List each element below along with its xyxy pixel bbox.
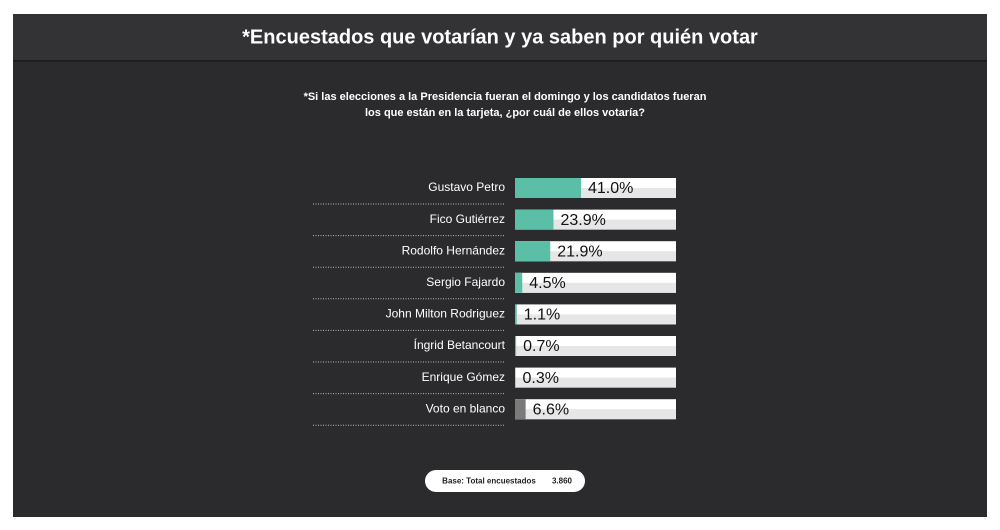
bar-track-shade bbox=[515, 346, 676, 356]
bar bbox=[515, 178, 582, 198]
category-label: Íngrid Betancourt bbox=[414, 337, 506, 352]
value-label: 0.3% bbox=[522, 370, 558, 387]
bar-track-shade bbox=[515, 282, 676, 293]
value-label: 6.6% bbox=[533, 401, 569, 418]
base-pill bbox=[425, 470, 585, 492]
title-bar bbox=[13, 14, 987, 61]
value-label: 21.9% bbox=[557, 243, 602, 260]
bar-track-shade bbox=[515, 377, 676, 388]
value-label: 23.9% bbox=[560, 212, 605, 229]
category-label: Sergio Fajardo bbox=[426, 275, 505, 289]
bar bbox=[515, 399, 526, 420]
category-label: Gustavo Petro bbox=[428, 180, 505, 194]
category-label: Enrique Gómez bbox=[422, 370, 505, 384]
bar bbox=[515, 272, 523, 293]
subtitle: los que están en la tarjeta, ¿por cuál d… bbox=[365, 107, 645, 119]
base-value: 3.860 bbox=[552, 477, 573, 486]
bar-track-shade bbox=[515, 251, 676, 262]
base-label: Base: Total encuestados bbox=[442, 477, 536, 486]
panel bbox=[13, 14, 987, 517]
bar bbox=[515, 241, 551, 262]
subtitle: *Si las elecciones a la Presidencia fuer… bbox=[304, 91, 707, 103]
bar bbox=[515, 209, 554, 230]
bar bbox=[515, 336, 517, 356]
bar bbox=[515, 304, 517, 325]
value-label: 4.5% bbox=[529, 275, 565, 292]
value-label: 0.7% bbox=[523, 338, 559, 355]
bar-track-shade bbox=[515, 314, 676, 325]
category-label: Fico Gutiérrez bbox=[430, 212, 505, 226]
value-label: 1.1% bbox=[524, 307, 560, 324]
chart-title: *Encuestados que votarían y ya saben por… bbox=[242, 26, 758, 48]
bar-track-shade bbox=[515, 409, 676, 420]
value-label: 41.0% bbox=[588, 180, 633, 197]
bar-track-shade bbox=[515, 219, 676, 230]
category-label: John Milton Rodriguez bbox=[386, 307, 505, 321]
category-label: Voto en blanco bbox=[426, 401, 506, 415]
category-label: Rodolfo Hernández bbox=[402, 243, 505, 257]
bar-track-shade bbox=[515, 188, 676, 198]
